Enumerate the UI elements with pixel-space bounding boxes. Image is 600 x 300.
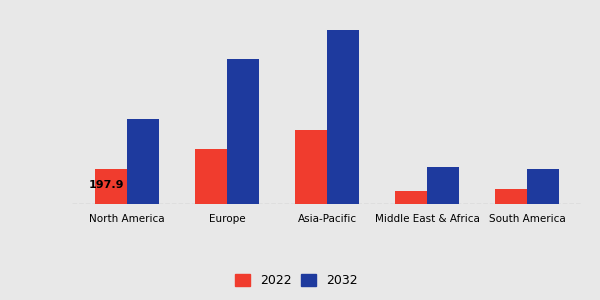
Bar (95, 169, 127, 204)
Bar (295, 130, 327, 204)
Bar (427, 167, 459, 204)
Bar (227, 58, 259, 204)
Bar (127, 119, 159, 204)
Bar (395, 191, 427, 204)
Bar (195, 149, 227, 204)
Legend: 2022, 2032: 2022, 2032 (235, 274, 358, 287)
Bar (495, 189, 527, 204)
Bar (327, 30, 359, 204)
Text: 197.9: 197.9 (89, 180, 125, 190)
Bar (527, 169, 559, 204)
